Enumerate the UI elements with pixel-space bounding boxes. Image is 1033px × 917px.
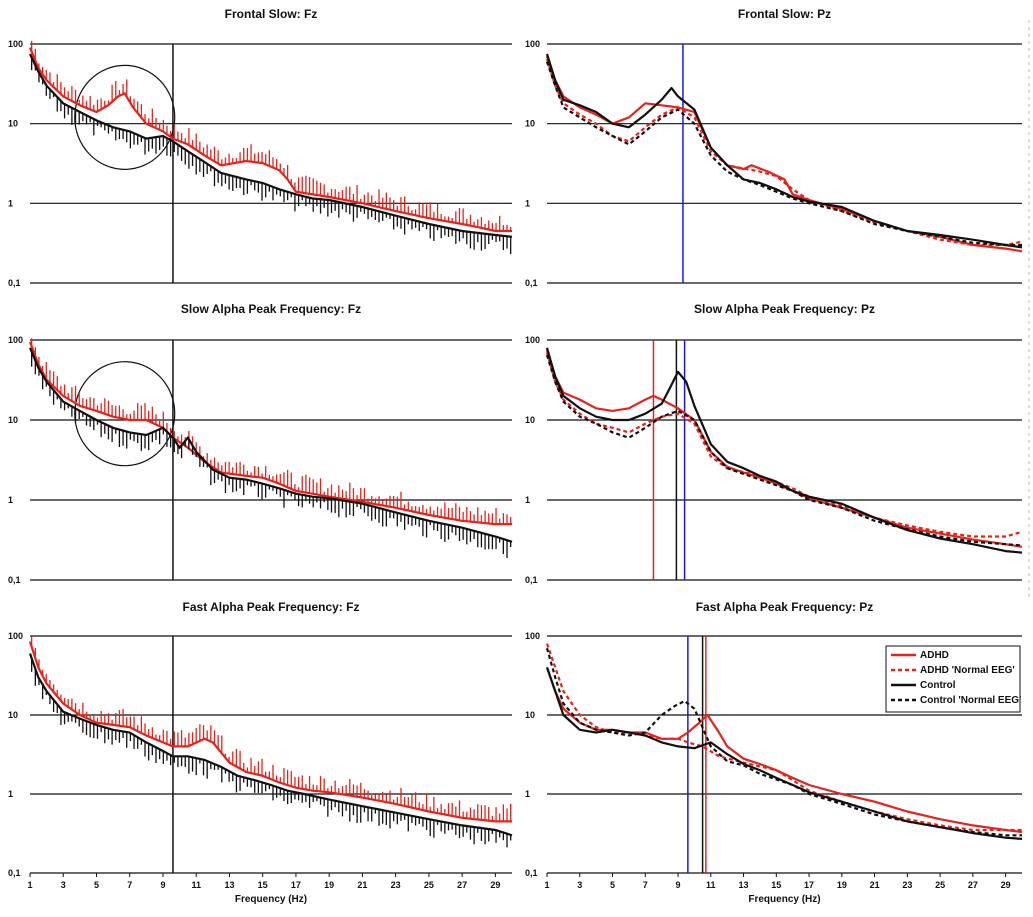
legend-label: Control (920, 680, 956, 691)
x-tick-label: 23 (391, 880, 401, 890)
panel-3: Slow Alpha Peak Frequency: Fz 0,1 1 10 100 (8, 302, 513, 585)
x-tick-label: 3 (577, 880, 582, 890)
x-tick-label: 21 (357, 880, 367, 890)
y-tick-label: 10 (8, 710, 18, 720)
legend-label: Control 'Normal EEG' (920, 695, 1021, 706)
x-tick-label: 19 (837, 880, 847, 890)
panel-4: Slow Alpha Peak Frequency: Pz 0,1 1 10 100 (525, 302, 1023, 585)
series-line-control (28, 347, 513, 543)
x-axis-label: Frequency (Hz) (748, 894, 820, 905)
series-line-control (28, 653, 513, 837)
series-line-control (545, 53, 1023, 249)
y-tick-label: 10 (525, 119, 535, 129)
x-tick-label: 27 (457, 880, 467, 890)
errorbars-adhd (31, 338, 512, 525)
x-tick-label: 25 (935, 880, 945, 890)
x-tick-label: 5 (610, 880, 615, 890)
series-line-control-normal-eeg- (545, 61, 1022, 247)
y-tick-label: 0,1 (8, 575, 21, 585)
x-tick-label: 11 (191, 880, 201, 890)
panel-title: Fast Alpha Peak Frequency: Pz (696, 600, 874, 614)
series-line-adhd (28, 341, 512, 526)
y-tick-label: 0,1 (525, 278, 538, 288)
x-tick-label: 9 (160, 880, 165, 890)
y-tick-label: 1 (525, 789, 530, 799)
x-tick-label: 1 (544, 880, 549, 890)
series-line-control-normal-eeg- (545, 647, 1022, 837)
x-tick-label: 27 (968, 880, 978, 890)
legend-label: ADHD (920, 650, 949, 661)
series-line-adhd (545, 349, 1023, 548)
errorbars-control (31, 658, 512, 848)
y-tick-label: 10 (525, 710, 535, 720)
x-tick-label: 23 (902, 880, 912, 890)
errorbars-control (31, 57, 512, 255)
panel-2: Frontal Slow: Pz 0,1 1 10 100 (525, 7, 1023, 288)
y-tick-label: 0,1 (525, 575, 538, 585)
x-tick-label: 15 (771, 880, 781, 890)
series-line-control (545, 347, 1023, 554)
x-tick-label: 29 (490, 880, 500, 890)
legend: ADHD ADHD 'Normal EEG' Control Control 'Nor… (885, 645, 1021, 713)
y-tick-label: 100 (8, 335, 23, 345)
series-line-adhd-normal-eeg- (545, 352, 1023, 538)
x-tick-label: 13 (224, 880, 234, 890)
x-tick-label: 5 (94, 880, 99, 890)
panel-1: Frontal Slow: Fz 0,1 1 10 100 (8, 7, 513, 288)
panel-title: Slow Alpha Peak Frequency: Fz (181, 302, 361, 316)
y-tick-label: 1 (525, 495, 530, 505)
legend-label: ADHD 'Normal EEG' (920, 665, 1015, 676)
x-axis-label: Frequency (Hz) (235, 894, 307, 905)
panel-title: Fast Alpha Peak Frequency: Fz (183, 600, 360, 614)
panel-title: Frontal Slow: Pz (738, 7, 831, 21)
series-line-control (545, 667, 1023, 840)
x-tick-label: 7 (643, 880, 648, 890)
x-tick-label: 15 (258, 880, 268, 890)
y-tick-label: 100 (525, 631, 540, 641)
x-tick-label: 29 (1001, 880, 1011, 890)
series-line-adhd (28, 641, 512, 823)
series-line-adhd-normal-eeg- (545, 58, 1023, 247)
x-tick-label: 7 (127, 880, 132, 890)
panel-title: Frontal Slow: Fz (225, 7, 318, 21)
x-tick-label: 1 (27, 880, 32, 890)
x-tick-label: 19 (324, 880, 334, 890)
series-line-control-normal-eeg- (545, 354, 1023, 547)
series-line-adhd (545, 55, 1023, 253)
y-tick-label: 100 (8, 631, 23, 641)
x-tick-label: 13 (739, 880, 749, 890)
y-tick-label: 10 (525, 415, 535, 425)
y-tick-label: 1 (8, 198, 13, 208)
x-tick-label: 25 (424, 880, 434, 890)
highlight-circle (74, 64, 176, 170)
y-tick-label: 0,1 (525, 868, 538, 878)
y-tick-label: 10 (8, 119, 18, 129)
y-tick-label: 100 (525, 39, 540, 49)
x-tick-label: 21 (870, 880, 880, 890)
y-tick-label: 100 (525, 335, 540, 345)
y-tick-label: 1 (525, 198, 530, 208)
series-line-adhd (28, 47, 512, 233)
y-tick-label: 0,1 (8, 278, 21, 288)
x-tick-label: 9 (676, 880, 681, 890)
x-tick-label: 17 (804, 880, 814, 890)
x-tick-label: 17 (291, 880, 301, 890)
panel-title: Slow Alpha Peak Frequency: Pz (694, 302, 875, 316)
series-line-adhd-normal-eeg- (545, 643, 1022, 832)
y-tick-label: 10 (8, 415, 18, 425)
series-line-control (29, 53, 513, 238)
y-tick-label: 0,1 (8, 868, 21, 878)
errorbars-control (31, 351, 512, 559)
y-tick-label: 100 (8, 39, 23, 49)
y-tick-label: 1 (8, 789, 13, 799)
highlight-circle (74, 361, 176, 467)
y-tick-label: 1 (8, 495, 13, 505)
errorbars-adhd (31, 40, 512, 231)
x-tick-label: 3 (61, 880, 66, 890)
x-tick-label: 11 (706, 880, 716, 890)
